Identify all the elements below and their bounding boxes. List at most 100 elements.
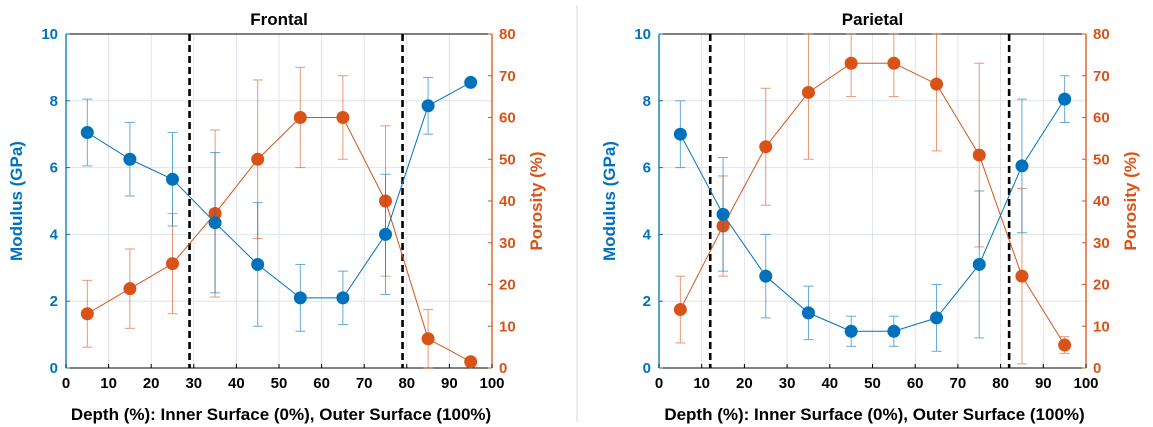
modulus-series-line — [87, 81, 471, 299]
porosity-data-point — [930, 77, 944, 91]
y-right-tick-label: 50 — [499, 151, 516, 168]
chart-title: Parietal — [842, 10, 903, 29]
x-tick-label: 20 — [736, 375, 753, 392]
y-axis-label-right: Porosity (%) — [1121, 151, 1140, 250]
y-right-tick-label: 40 — [1093, 193, 1110, 210]
x-tick-label: 10 — [693, 375, 710, 392]
porosity-data-point — [673, 303, 687, 317]
porosity-data-point — [166, 257, 179, 271]
modulus-data-point — [379, 227, 392, 241]
modulus-data-point — [80, 126, 94, 140]
x-tick-label: 90 — [1035, 375, 1052, 392]
x-tick-label: 30 — [779, 375, 796, 392]
modulus-data-point — [464, 75, 478, 89]
y-right-tick-label: 60 — [499, 110, 516, 127]
x-tick-label: 50 — [864, 375, 881, 392]
porosity-data-point — [251, 152, 265, 166]
modulus-data-point — [716, 207, 730, 221]
modulus-data-point — [844, 324, 858, 338]
x-tick-label: 40 — [228, 375, 245, 392]
x-tick-label: 70 — [356, 375, 373, 392]
x-tick-label: 90 — [441, 375, 458, 392]
x-tick-label: 50 — [271, 375, 288, 392]
y-left-tick-label: 0 — [50, 360, 58, 377]
y-right-tick-label: 20 — [1093, 277, 1110, 294]
x-tick-label: 40 — [821, 375, 838, 392]
y-right-tick-label: 80 — [1093, 26, 1110, 43]
y-axis-label-left: Modulus (GPa) — [600, 141, 619, 261]
x-tick-label: 30 — [185, 375, 202, 392]
y-left-tick-label: 2 — [50, 293, 58, 310]
y-left-tick-label: 6 — [50, 160, 58, 177]
porosity-data-point — [293, 111, 307, 124]
y-axis-label-right: Porosity (%) — [527, 151, 546, 250]
y-left-tick-label: 8 — [643, 93, 651, 110]
y-left-tick-label: 2 — [643, 293, 651, 310]
y-left-tick-label: 4 — [50, 226, 59, 243]
porosity-data-point — [464, 355, 478, 369]
y-right-tick-label: 10 — [499, 318, 516, 335]
modulus-data-point — [801, 306, 815, 320]
chart-title: Frontal — [250, 10, 308, 29]
modulus-data-point — [759, 269, 773, 283]
y-right-tick-label: 30 — [1093, 235, 1110, 252]
porosity-data-point — [123, 282, 137, 296]
porosity-data-point — [844, 56, 858, 70]
y-right-tick-label: 30 — [499, 235, 516, 252]
porosity-data-point — [421, 332, 435, 346]
x-tick-label: 10 — [100, 375, 117, 392]
x-tick-label: 60 — [313, 375, 330, 392]
y-right-tick-label: 10 — [1093, 318, 1110, 335]
y-right-tick-label: 0 — [499, 360, 507, 377]
x-tick-label: 80 — [398, 375, 415, 392]
y-axis-label-left: Modulus (GPa) — [7, 141, 26, 261]
porosity-series-line — [87, 117, 471, 363]
modulus-data-point — [251, 257, 265, 271]
x-tick-label: 70 — [950, 375, 967, 392]
porosity-data-point — [759, 140, 773, 154]
x-tick-label: 100 — [1073, 375, 1098, 392]
modulus-data-point — [123, 152, 137, 166]
x-tick-label: 60 — [907, 375, 924, 392]
modulus-data-point — [421, 99, 435, 113]
porosity-data-point — [336, 111, 350, 124]
modulus-data-point — [336, 291, 350, 305]
frontal-chart: 0 10 20 30 40 50 60 70 80 90 100024681001020304050… — [7, 10, 546, 424]
y-left-tick-label: 4 — [643, 226, 652, 243]
y-right-tick-label: 70 — [1093, 68, 1110, 85]
y-right-tick-label: 60 — [1093, 110, 1110, 127]
y-left-tick-label: 10 — [634, 26, 651, 43]
x-tick-label: 20 — [143, 375, 160, 392]
y-right-tick-label: 40 — [499, 193, 516, 210]
porosity-data-point — [972, 148, 986, 162]
x-axis-label: Depth (%): Inner Surface (0%), Outer Sur… — [71, 405, 491, 424]
modulus-data-point — [673, 127, 687, 141]
modulus-data-point — [930, 311, 944, 325]
y-right-tick-label: 80 — [499, 26, 516, 43]
y-right-tick-label: 50 — [1093, 151, 1110, 168]
porosity-error-bar — [931, 33, 942, 152]
x-tick-label: 80 — [992, 375, 1009, 392]
modulus-data-point — [208, 216, 222, 230]
y-left-tick-label: 6 — [643, 160, 651, 177]
porosity-data-point — [887, 56, 901, 70]
y-left-tick-label: 10 — [41, 26, 58, 43]
modulus-data-point — [972, 257, 986, 271]
modulus-data-point — [887, 324, 901, 338]
x-tick-label: 0 — [62, 375, 70, 392]
y-right-tick-label: 20 — [499, 277, 516, 294]
porosity-data-point — [80, 307, 94, 321]
modulus-data-point — [166, 172, 179, 186]
porosity-data-point — [1058, 338, 1072, 352]
porosity-data-point — [1015, 269, 1029, 283]
x-tick-label: 0 — [655, 375, 663, 392]
modulus-data-point — [293, 291, 307, 305]
y-left-tick-label: 8 — [50, 93, 58, 110]
modulus-data-point — [1058, 92, 1072, 106]
modulus-series-line — [679, 98, 1066, 332]
modulus-data-point — [1015, 159, 1029, 173]
parietal-chart: 0 10 20 30 40 50 60 70 80 90 100024681001020304050… — [600, 10, 1140, 424]
y-left-tick-label: 0 — [643, 360, 651, 377]
porosity-data-point — [801, 85, 815, 99]
